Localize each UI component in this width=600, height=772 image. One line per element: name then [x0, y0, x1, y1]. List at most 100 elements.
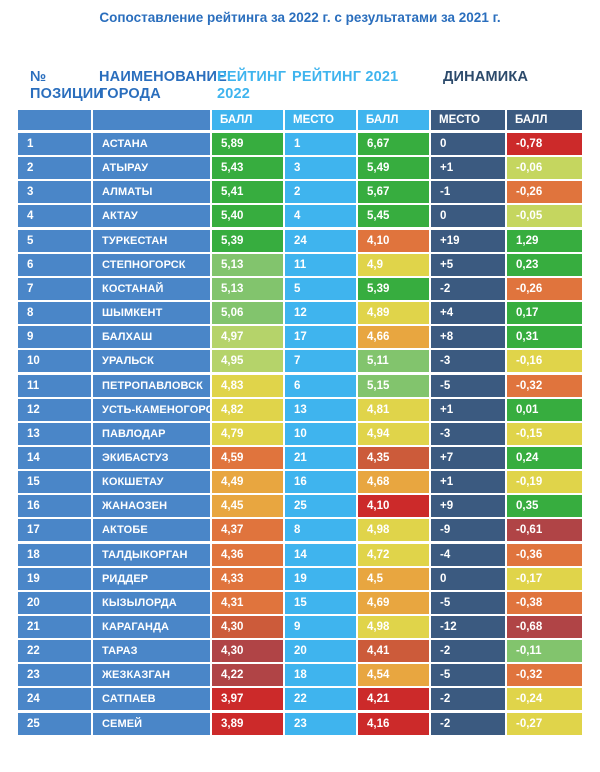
cell-2021-place: 7 [285, 350, 356, 373]
cell-2021-place: 13 [285, 398, 356, 421]
cell-dynamics-ball: -0,11 [507, 640, 582, 663]
cell-dynamics-place: -9 [431, 519, 505, 542]
cell-city: КОСТАНАЙ [93, 277, 210, 300]
table-row: 12 УСТЬ-КАМЕНОГОРСК 4,82 13 4,81 +1 0,01 [0, 398, 600, 421]
cell-dynamics-place: -1 [431, 181, 505, 204]
table-row: 10 УРАЛЬСК 4,95 7 5,11 -3 -0,16 [0, 350, 600, 373]
cell-2022-ball: 4,49 [212, 471, 283, 494]
subheader-2022-ball: БАЛЛ [212, 110, 283, 130]
cell-position: 12 [18, 398, 91, 421]
cell-dynamics-place: -2 [431, 712, 505, 735]
subheader-blank-num [18, 110, 91, 130]
cell-2022-ball: 5,41 [212, 181, 283, 204]
cell-2021-place: 21 [285, 446, 356, 469]
cell-2021-ball: 4,21 [358, 688, 429, 711]
cell-2021-ball: 4,81 [358, 398, 429, 421]
header-dynamics: динамика [443, 69, 529, 85]
cell-dynamics-ball: -0,05 [507, 205, 582, 228]
cell-2022-ball: 4,36 [212, 543, 283, 566]
cell-2021-ball: 4,69 [358, 591, 429, 614]
cell-position: 1 [18, 133, 91, 155]
cell-2021-ball: 4,10 [358, 229, 429, 252]
cell-position: 6 [18, 253, 91, 276]
cell-position: 11 [18, 374, 91, 397]
cell-2021-place: 14 [285, 543, 356, 566]
cell-dynamics-ball: -0,17 [507, 567, 582, 590]
cell-2022-ball: 4,22 [212, 664, 283, 687]
cell-2021-ball: 5,67 [358, 181, 429, 204]
table-row: 14 ЭКИБАСТУЗ 4,59 21 4,35 +7 0,24 [0, 446, 600, 469]
cell-city: ШЫМКЕНТ [93, 302, 210, 325]
cell-dynamics-place: 0 [431, 567, 505, 590]
cell-dynamics-ball: -0,16 [507, 350, 582, 373]
table-row: 4 АКТАУ 5,40 4 5,45 0 -0,05 [0, 205, 600, 228]
cell-2021-place: 17 [285, 326, 356, 349]
cell-2022-ball: 4,37 [212, 519, 283, 542]
cell-dynamics-ball: 1,29 [507, 229, 582, 252]
cell-2022-ball: 4,83 [212, 374, 283, 397]
cell-2021-place: 22 [285, 688, 356, 711]
table-row: 25 СЕМЕЙ 3,89 23 4,16 -2 -0,27 [0, 712, 600, 735]
page-title: Сопоставление рейтинга за 2022 г. с резу… [99, 10, 501, 25]
table-row: 9 БАЛХАШ 4,97 17 4,66 +8 0,31 [0, 326, 600, 349]
cell-2021-ball: 5,49 [358, 157, 429, 180]
cell-2021-place: 2 [285, 181, 356, 204]
cell-dynamics-ball: 0,23 [507, 253, 582, 276]
cell-position: 25 [18, 712, 91, 735]
cell-2021-ball: 5,11 [358, 350, 429, 373]
cell-dynamics-ball: -0,32 [507, 374, 582, 397]
cell-2021-place: 11 [285, 253, 356, 276]
cell-position: 18 [18, 543, 91, 566]
cell-dynamics-place: +8 [431, 326, 505, 349]
cell-position: 19 [18, 567, 91, 590]
cell-2021-ball: 5,39 [358, 277, 429, 300]
cell-2021-ball: 4,66 [358, 326, 429, 349]
cell-2021-place: 16 [285, 471, 356, 494]
cell-2022-ball: 4,82 [212, 398, 283, 421]
cell-dynamics-place: +9 [431, 495, 505, 518]
cell-2021-ball: 4,9 [358, 253, 429, 276]
cell-city: АЛМАТЫ [93, 181, 210, 204]
cell-dynamics-ball: 0,17 [507, 302, 582, 325]
cell-2021-ball: 5,15 [358, 374, 429, 397]
cell-dynamics-place: -3 [431, 350, 505, 373]
cell-2022-ball: 4,95 [212, 350, 283, 373]
cell-position: 4 [18, 205, 91, 228]
cell-dynamics-ball: -0,27 [507, 712, 582, 735]
table-row: 2 АТЫРАУ 5,43 3 5,49 +1 -0,06 [0, 157, 600, 180]
cell-city: УРАЛЬСК [93, 350, 210, 373]
cell-2021-place: 19 [285, 567, 356, 590]
header-city-name: наименование города [99, 69, 228, 102]
cell-city: АКТОБЕ [93, 519, 210, 542]
cell-2021-place: 12 [285, 302, 356, 325]
cell-position: 5 [18, 229, 91, 252]
cell-dynamics-place: -5 [431, 664, 505, 687]
header-position: № позиции [30, 69, 105, 102]
cell-dynamics-ball: -0,24 [507, 688, 582, 711]
cell-city: БАЛХАШ [93, 326, 210, 349]
cell-dynamics-place: +1 [431, 398, 505, 421]
cell-dynamics-place: -5 [431, 374, 505, 397]
cell-dynamics-ball: -0,68 [507, 616, 582, 638]
cell-dynamics-ball: 0,35 [507, 495, 582, 518]
cell-2021-ball: 5,45 [358, 205, 429, 228]
cell-position: 21 [18, 616, 91, 638]
cell-dynamics-ball: 0,24 [507, 446, 582, 469]
cell-dynamics-place: +1 [431, 471, 505, 494]
cell-2021-ball: 4,54 [358, 664, 429, 687]
cell-2022-ball: 3,97 [212, 688, 283, 711]
cell-2021-ball: 4,41 [358, 640, 429, 663]
cell-city: ЖЕЗКАЗГАН [93, 664, 210, 687]
cell-2022-ball: 3,89 [212, 712, 283, 735]
cell-city: САТПАЕВ [93, 688, 210, 711]
table-row: 22 ТАРАЗ 4,30 20 4,41 -2 -0,11 [0, 640, 600, 663]
cell-city: УСТЬ-КАМЕНОГОРСК [93, 398, 220, 421]
cell-dynamics-ball: -0,32 [507, 664, 582, 687]
cell-dynamics-ball: 0,31 [507, 326, 582, 349]
table-row: 7 КОСТАНАЙ 5,13 5 5,39 -2 -0,26 [0, 277, 600, 300]
header-rating-2021: рейтинг 2021 [292, 69, 399, 85]
cell-2021-ball: 4,98 [358, 519, 429, 542]
cell-2022-ball: 5,13 [212, 277, 283, 300]
table-row: 5 ТУРКЕСТАН 5,39 24 4,10 +19 1,29 [0, 229, 600, 252]
